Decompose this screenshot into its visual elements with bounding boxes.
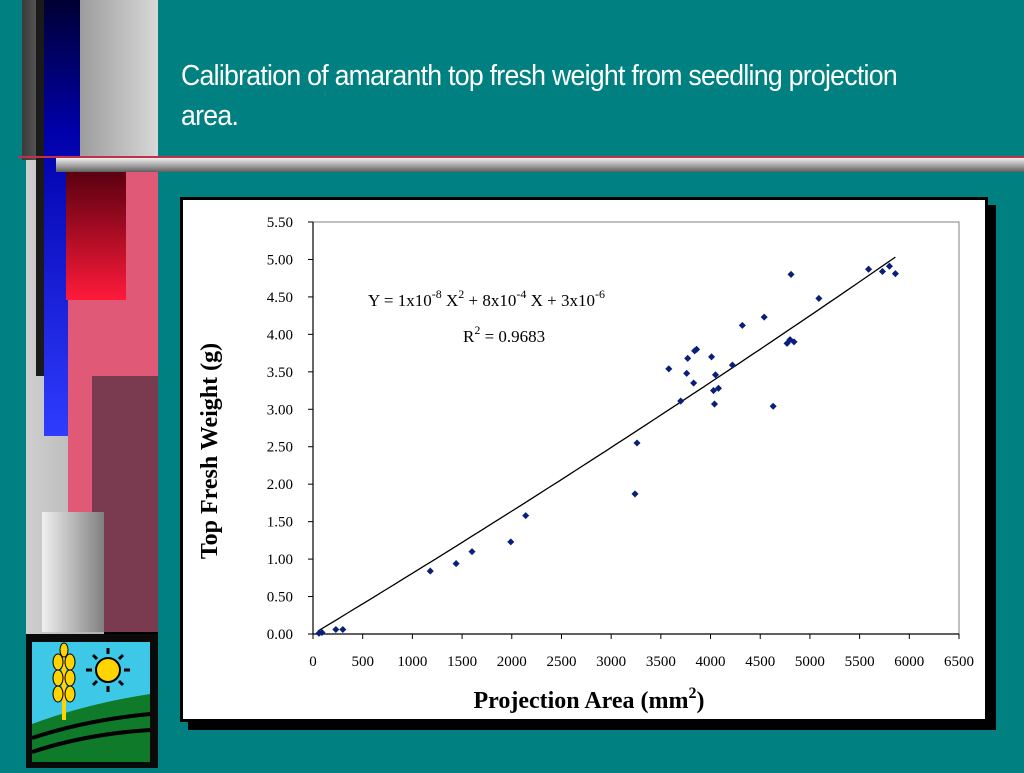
x-tick-label: 2000 — [497, 654, 527, 670]
data-point — [738, 321, 746, 329]
data-point — [452, 560, 460, 568]
data-point — [790, 338, 798, 346]
data-point — [468, 548, 476, 556]
plot-area-border — [312, 221, 960, 635]
left-decor-panel — [0, 0, 158, 768]
y-tick-label: 0.00 — [267, 627, 293, 643]
slide-title: Calibration of amaranth top fresh weight… — [181, 60, 898, 132]
wheat-sun-field-logo — [26, 634, 158, 768]
y-tick-label: 1.50 — [267, 515, 293, 531]
data-point — [891, 270, 899, 278]
data-point — [690, 379, 698, 387]
data-point — [865, 265, 873, 273]
x-tick-label: 5000 — [795, 654, 825, 670]
data-point — [426, 567, 434, 575]
data-point — [885, 262, 893, 270]
decor-block — [104, 632, 158, 634]
data-point — [787, 270, 795, 278]
y-tick-label: 3.50 — [267, 365, 293, 381]
chart-axes — [312, 221, 960, 635]
y-tick-label: 0.50 — [267, 590, 293, 606]
y-tick-label: 4.00 — [267, 327, 293, 343]
y-tick-label: 2.50 — [267, 440, 293, 456]
y-tick-label: 5.50 — [267, 215, 293, 231]
decor-block — [36, 0, 44, 376]
data-point — [710, 400, 719, 408]
x-tick-label: 6000 — [894, 654, 924, 670]
x-tick-label: 3500 — [646, 654, 676, 670]
data-point — [507, 538, 515, 546]
data-point — [769, 402, 777, 410]
x-tick-label: 5500 — [845, 654, 875, 670]
x-tick-label: 6500 — [944, 654, 974, 670]
logo-icon — [31, 642, 151, 762]
data-point — [878, 267, 887, 275]
data-point — [714, 384, 723, 392]
y-axis-title: Top Fresh Weight (g) — [197, 343, 223, 559]
data-point — [522, 512, 530, 520]
data-point — [760, 313, 768, 321]
data-point — [665, 365, 673, 373]
decor-block — [42, 512, 104, 632]
x-tick-label: 3000 — [596, 654, 626, 670]
x-tick-label: 4500 — [745, 654, 775, 670]
data-point — [339, 625, 347, 634]
title-divider-red — [18, 156, 1024, 158]
data-point — [683, 369, 691, 377]
data-point — [332, 625, 340, 634]
r-squared: R2 = 0.9683 — [463, 323, 545, 346]
y-tick-label: 3.00 — [267, 402, 293, 418]
data-point — [631, 490, 639, 498]
y-tick-label: 4.50 — [267, 290, 293, 306]
x-tick-label: 0 — [309, 654, 317, 670]
y-tick-label: 1.00 — [267, 552, 293, 568]
y-tick-label: 5.00 — [267, 252, 293, 268]
data-point — [711, 371, 720, 379]
y-tick-label: 2.00 — [267, 477, 293, 493]
data-point — [709, 387, 718, 395]
decor-block — [66, 172, 126, 300]
x-tick-label: 1500 — [447, 654, 477, 670]
x-tick-label: 4000 — [696, 654, 726, 670]
data-point — [318, 628, 326, 637]
trendline — [317, 256, 896, 632]
data-point — [728, 361, 736, 369]
title-divider-bar — [56, 158, 1024, 172]
regression-equation: Y = 1x10-8 X2 + 8x10-4 X + 3x10-6 — [368, 287, 605, 310]
data-point — [633, 439, 641, 447]
data-point — [707, 353, 716, 361]
data-point — [684, 354, 692, 362]
x-tick-label: 500 — [351, 654, 374, 670]
scatter-chart: 0 500 1000 1500 2000 2500 3000 3500 4000 4500 5000… — [197, 215, 974, 714]
x-axis-title: Projection Area (mm2) — [473, 685, 704, 714]
x-tick-label: 1000 — [397, 654, 427, 670]
data-point — [677, 397, 685, 405]
x-tick-label: 2500 — [546, 654, 576, 670]
chart-frame: 0 500 1000 1500 2000 2500 3000 3500 4000 4500 5000… — [180, 197, 988, 722]
data-point — [815, 294, 823, 302]
